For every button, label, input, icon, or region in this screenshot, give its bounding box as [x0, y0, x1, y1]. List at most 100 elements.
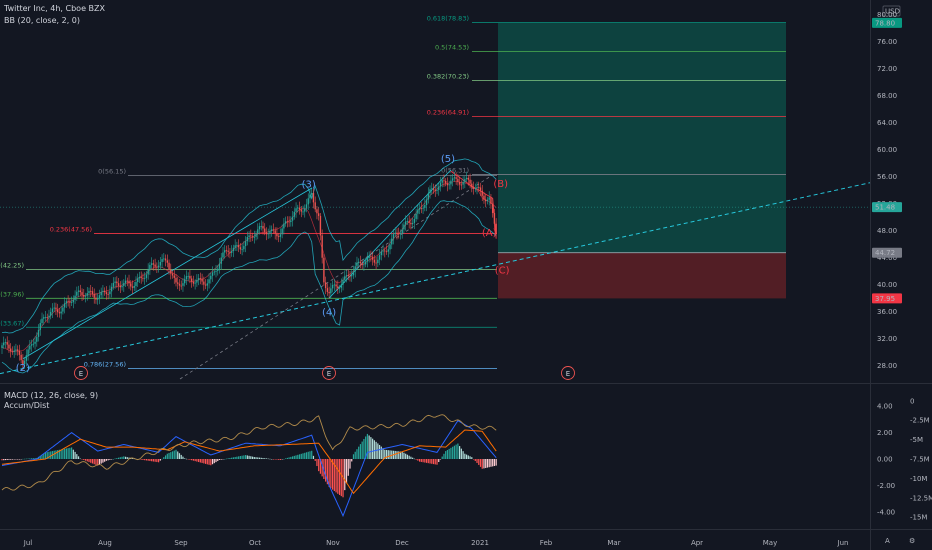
candle[interactable]	[135, 282, 137, 286]
macd-signal-line[interactable]	[1, 429, 497, 495]
candle[interactable]	[354, 266, 356, 272]
candle[interactable]	[225, 250, 228, 252]
candle[interactable]	[323, 257, 325, 283]
candle[interactable]	[293, 211, 296, 217]
candle[interactable]	[147, 269, 149, 275]
candle[interactable]	[211, 272, 214, 276]
earnings-marker[interactable]	[322, 366, 336, 380]
candle[interactable]	[234, 245, 236, 248]
candle[interactable]	[281, 228, 283, 235]
candle[interactable]	[154, 264, 156, 267]
candle[interactable]	[107, 294, 109, 295]
candle[interactable]	[288, 221, 290, 223]
candle[interactable]	[105, 292, 108, 295]
candle[interactable]	[76, 291, 78, 296]
candle[interactable]	[230, 251, 233, 253]
candle[interactable]	[126, 280, 128, 282]
candle[interactable]	[462, 182, 464, 185]
candle[interactable]	[206, 283, 209, 286]
candle[interactable]	[324, 282, 327, 289]
candle[interactable]	[304, 208, 306, 212]
profit-target-zone[interactable]	[498, 22, 786, 253]
candle[interactable]	[424, 205, 426, 208]
candle[interactable]	[243, 246, 245, 250]
candle[interactable]	[321, 235, 323, 258]
candle[interactable]	[436, 189, 438, 191]
candle[interactable]	[218, 263, 221, 269]
candle[interactable]	[20, 354, 22, 361]
candle[interactable]	[448, 184, 450, 186]
candle[interactable]	[164, 258, 167, 261]
candle[interactable]	[356, 262, 358, 267]
candle[interactable]	[300, 209, 302, 212]
candle[interactable]	[394, 232, 396, 235]
candle[interactable]	[342, 279, 344, 285]
candle[interactable]	[30, 344, 33, 346]
candle[interactable]	[11, 351, 14, 353]
accum-dist-line[interactable]	[1, 414, 497, 491]
candle[interactable]	[429, 189, 431, 194]
candle[interactable]	[260, 226, 262, 227]
candle[interactable]	[460, 184, 463, 186]
candle[interactable]	[276, 233, 278, 237]
candle[interactable]	[370, 255, 372, 257]
settings-gear-icon[interactable]: ⚙	[909, 537, 915, 545]
candle[interactable]	[239, 247, 242, 250]
candle[interactable]	[180, 285, 182, 287]
candle[interactable]	[319, 215, 322, 236]
candle[interactable]	[6, 342, 8, 345]
candle[interactable]	[316, 209, 318, 214]
candle[interactable]	[159, 261, 162, 266]
candle[interactable]	[403, 224, 405, 230]
indicator-ad-label[interactable]: Accum/Dist	[4, 401, 50, 410]
candle[interactable]	[420, 208, 423, 209]
candle[interactable]	[326, 288, 329, 292]
candle[interactable]	[224, 250, 226, 253]
candle[interactable]	[491, 203, 494, 214]
candle[interactable]	[203, 281, 205, 285]
candle[interactable]	[464, 179, 466, 183]
channel-line[interactable]	[22, 187, 312, 360]
candle[interactable]	[283, 223, 285, 229]
candle[interactable]	[27, 349, 29, 356]
candle[interactable]	[3, 342, 5, 346]
candle[interactable]	[197, 278, 200, 281]
candle[interactable]	[485, 199, 487, 202]
candle[interactable]	[227, 250, 229, 252]
candle[interactable]	[142, 277, 144, 279]
candle[interactable]	[133, 285, 135, 288]
candle[interactable]	[404, 221, 407, 225]
candle[interactable]	[81, 292, 83, 295]
candle[interactable]	[29, 345, 31, 350]
candle[interactable]	[471, 183, 473, 188]
stop-loss-zone[interactable]	[498, 252, 786, 299]
candle[interactable]	[277, 236, 280, 238]
candle[interactable]	[79, 290, 81, 293]
candle[interactable]	[271, 229, 273, 232]
candle[interactable]	[194, 282, 196, 284]
candle[interactable]	[450, 180, 452, 185]
candle[interactable]	[305, 204, 308, 209]
candle[interactable]	[340, 284, 342, 288]
candle[interactable]	[422, 207, 424, 209]
candle[interactable]	[352, 271, 355, 276]
candle[interactable]	[97, 298, 99, 300]
candle[interactable]	[86, 293, 88, 296]
candle[interactable]	[483, 195, 485, 200]
candle[interactable]	[255, 233, 257, 237]
candle[interactable]	[297, 207, 299, 209]
candle[interactable]	[392, 234, 395, 239]
candle[interactable]	[102, 290, 104, 292]
candle[interactable]	[152, 263, 155, 265]
candle[interactable]	[55, 307, 57, 310]
candle[interactable]	[493, 213, 496, 224]
price-badge[interactable]	[872, 247, 902, 258]
candle[interactable]	[279, 234, 282, 237]
candle[interactable]	[192, 281, 195, 284]
candle[interactable]	[117, 283, 120, 286]
candle[interactable]	[173, 275, 175, 278]
candle[interactable]	[50, 311, 52, 316]
candle[interactable]	[465, 177, 468, 180]
candle[interactable]	[189, 275, 191, 279]
